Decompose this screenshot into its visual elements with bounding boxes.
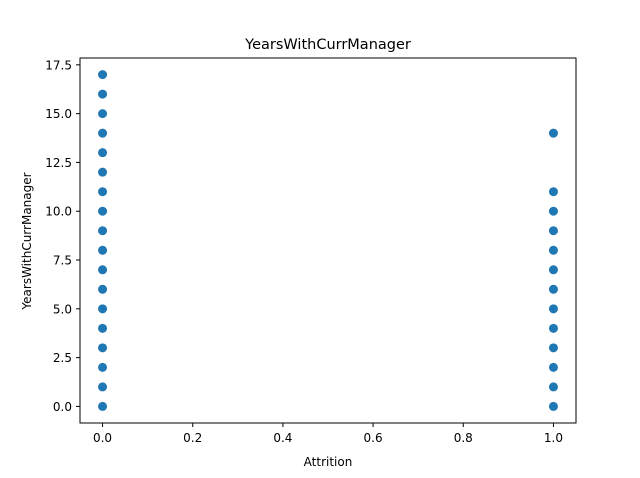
axes-layer: 0.0 0.2 0.4 0.6 0.8 1.0 0.0 2.5 5.0 7.5 10.0 12.5 15… — [45, 57, 577, 445]
data-point — [98, 70, 108, 80]
y-tick-label: 12.5 — [45, 156, 72, 170]
x-tick-label: 0.6 — [364, 431, 383, 445]
x-axis-label: Attrition — [304, 455, 353, 469]
x-tick-label: 0.0 — [93, 431, 112, 445]
chart-title: YearsWithCurrManager — [244, 37, 411, 53]
data-point — [98, 284, 108, 294]
y-tick-label: 2.5 — [53, 351, 72, 365]
points-layer — [98, 70, 558, 411]
x-tick-label: 0.8 — [454, 431, 473, 445]
data-point — [548, 401, 558, 411]
data-point — [98, 401, 108, 411]
data-point — [98, 323, 108, 333]
data-point — [548, 284, 558, 294]
data-point — [98, 89, 108, 99]
data-point — [548, 304, 558, 314]
y-tick-label: 17.5 — [45, 58, 72, 72]
y-tick-label: 15.0 — [45, 107, 72, 121]
data-point — [548, 343, 558, 353]
data-point — [98, 148, 108, 158]
data-point — [98, 343, 108, 353]
data-point — [98, 206, 108, 216]
data-point — [98, 265, 108, 275]
data-point — [98, 109, 108, 119]
y-tick-label: 0.0 — [53, 400, 72, 414]
plot-frame — [79, 57, 577, 424]
data-point — [98, 187, 108, 197]
data-point — [548, 187, 558, 197]
data-point — [548, 128, 558, 138]
data-point — [548, 382, 558, 392]
y-tick-label: 10.0 — [45, 205, 72, 219]
data-point — [98, 362, 108, 372]
data-point — [548, 265, 558, 275]
data-point — [98, 226, 108, 236]
data-point — [98, 245, 108, 255]
x-tick-label: 0.4 — [273, 431, 292, 445]
x-tick-label: 0.2 — [183, 431, 202, 445]
data-point — [98, 128, 108, 138]
data-point — [548, 226, 558, 236]
data-point — [548, 362, 558, 372]
y-axis-label: YearsWithCurrManager — [20, 172, 34, 310]
y-tick-label: 7.5 — [53, 254, 72, 268]
data-point — [98, 382, 108, 392]
data-point — [548, 245, 558, 255]
data-point — [548, 206, 558, 216]
data-point — [98, 304, 108, 314]
data-point — [548, 323, 558, 333]
data-point — [98, 167, 108, 177]
y-tick-label: 5.0 — [53, 302, 72, 316]
x-tick-label: 1.0 — [544, 431, 563, 445]
